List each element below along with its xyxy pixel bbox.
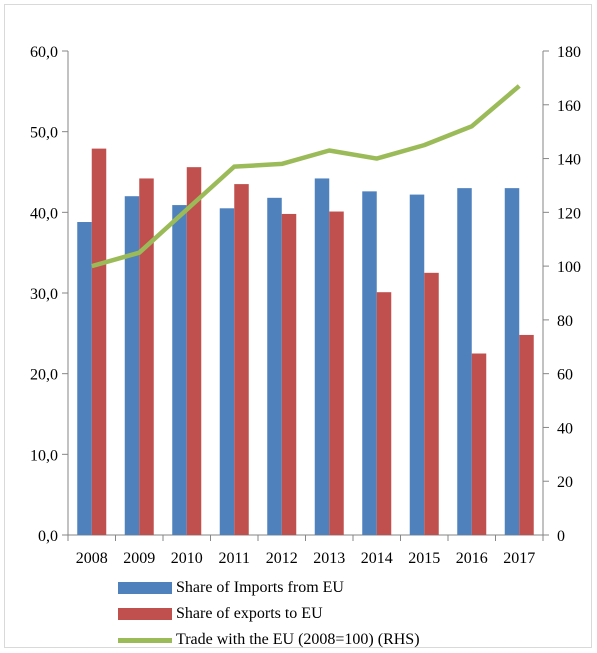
legend-label-exports: Share of exports to EU <box>176 605 323 622</box>
bar-exports <box>471 353 487 535</box>
y-right-tick-label: 80 <box>557 313 573 330</box>
y-left-tick-label: 30,0 <box>30 286 58 303</box>
x-tick-label: 2017 <box>503 550 535 567</box>
y-left-tick-label: 0,0 <box>38 528 58 545</box>
x-tick-label: 2009 <box>123 550 155 567</box>
legend-item-imports: Share of Imports from EU <box>118 575 420 601</box>
bar-exports <box>519 334 534 535</box>
x-tick-label: 2016 <box>456 550 488 567</box>
y-right-tick-label: 0 <box>557 528 565 545</box>
x-tick-label: 2014 <box>361 550 393 567</box>
x-tick-label: 2011 <box>219 550 250 567</box>
legend-swatch-trade <box>118 637 172 643</box>
x-tick-label: 2015 <box>408 550 440 567</box>
bar-exports <box>281 213 297 536</box>
bar-imports <box>219 208 235 536</box>
y-left-tick-label: 50,0 <box>30 125 58 142</box>
bar-exports <box>91 148 107 535</box>
x-tick-label: 2012 <box>266 550 298 567</box>
legend-swatch-imports <box>118 582 172 594</box>
legend-label-trade: Trade with the EU (2008=100) (RHS) <box>176 631 420 648</box>
y-left-tick-label: 40,0 <box>30 205 58 222</box>
bar-imports <box>124 196 140 535</box>
y-right-tick-label: 120 <box>557 205 581 222</box>
bar-exports <box>139 178 154 535</box>
bar-exports <box>376 292 392 535</box>
y-right-tick-label: 160 <box>557 98 581 115</box>
bar-imports <box>267 197 282 535</box>
y-right-tick-label: 100 <box>557 259 581 276</box>
y-left-tick-label: 20,0 <box>30 367 58 384</box>
y-right-tick-label: 60 <box>557 367 573 384</box>
y-right-tick-label: 40 <box>557 420 573 437</box>
bar-exports <box>186 167 202 535</box>
bar-imports <box>362 191 377 536</box>
bar-imports <box>314 178 330 535</box>
x-tick-label: 2008 <box>76 550 108 567</box>
legend-swatch-exports <box>118 608 172 620</box>
bar-imports <box>504 188 520 535</box>
bar-imports <box>172 205 187 535</box>
x-tick-label: 2013 <box>313 550 345 567</box>
y-left-tick-label: 60,0 <box>30 44 58 61</box>
y-right-tick-label: 180 <box>557 44 581 61</box>
bar-imports <box>457 188 472 535</box>
x-tick-label: 2010 <box>171 550 203 567</box>
chart-plot: 0,0 10,0 20,0 30,0 40,0 50,0 60,0 0 20 40 60 80 100 1… <box>30 44 581 567</box>
bar-imports <box>409 194 425 535</box>
y-right-tick-label: 20 <box>557 474 573 491</box>
bar-exports <box>424 272 439 535</box>
trade-line <box>91 84 521 269</box>
bar-exports <box>234 184 249 535</box>
bar-exports <box>329 211 344 535</box>
y-left-tick-label: 10,0 <box>30 447 58 464</box>
legend-label-imports: Share of Imports from EU <box>176 579 344 596</box>
legend-item-trade: Trade with the EU (2008=100) (RHS) <box>118 627 420 653</box>
chart-legend: Share of Imports from EU Share of export… <box>118 575 420 653</box>
bar-imports <box>77 222 92 535</box>
y-right-tick-label: 140 <box>557 152 581 169</box>
legend-item-exports: Share of exports to EU <box>118 601 420 627</box>
